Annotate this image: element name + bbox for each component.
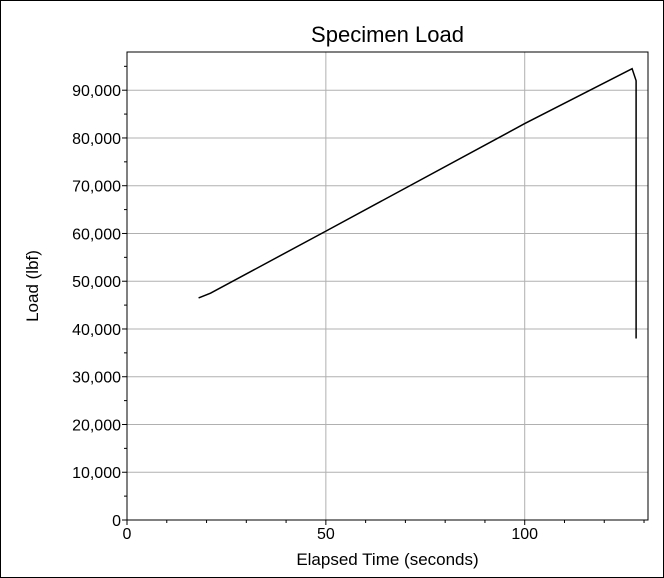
series-line — [198, 67, 637, 339]
x-tick-label: 100 — [511, 526, 538, 543]
y-tick-label: 40,000 — [72, 322, 121, 339]
plot-area — [126, 51, 649, 521]
x-tick-label: 0 — [123, 526, 132, 543]
x-tick-label: 50 — [317, 526, 335, 543]
y-tick-label: 80,000 — [72, 131, 121, 148]
x-axis-label: Elapsed Time (seconds) — [296, 550, 478, 569]
y-tick-label: 10,000 — [72, 465, 121, 482]
y-tick-label: 60,000 — [72, 226, 121, 243]
y-tick-label: 70,000 — [72, 179, 121, 196]
y-axis-label: Load (lbf) — [23, 250, 42, 322]
ticks-layer: 0 10,000 20,000 30,000 40,000 50,000 60,000 70,… — [72, 65, 645, 543]
y-tick-label: 50,000 — [72, 274, 121, 291]
chart-title: Specimen Load — [311, 22, 464, 47]
y-tick-label: 0 — [112, 513, 121, 530]
y-tick-label: 30,000 — [72, 370, 121, 387]
series-layer — [198, 67, 637, 339]
y-tick-label: 90,000 — [72, 83, 121, 100]
y-tick-label: 20,000 — [72, 417, 121, 434]
grid-layer — [127, 52, 648, 520]
